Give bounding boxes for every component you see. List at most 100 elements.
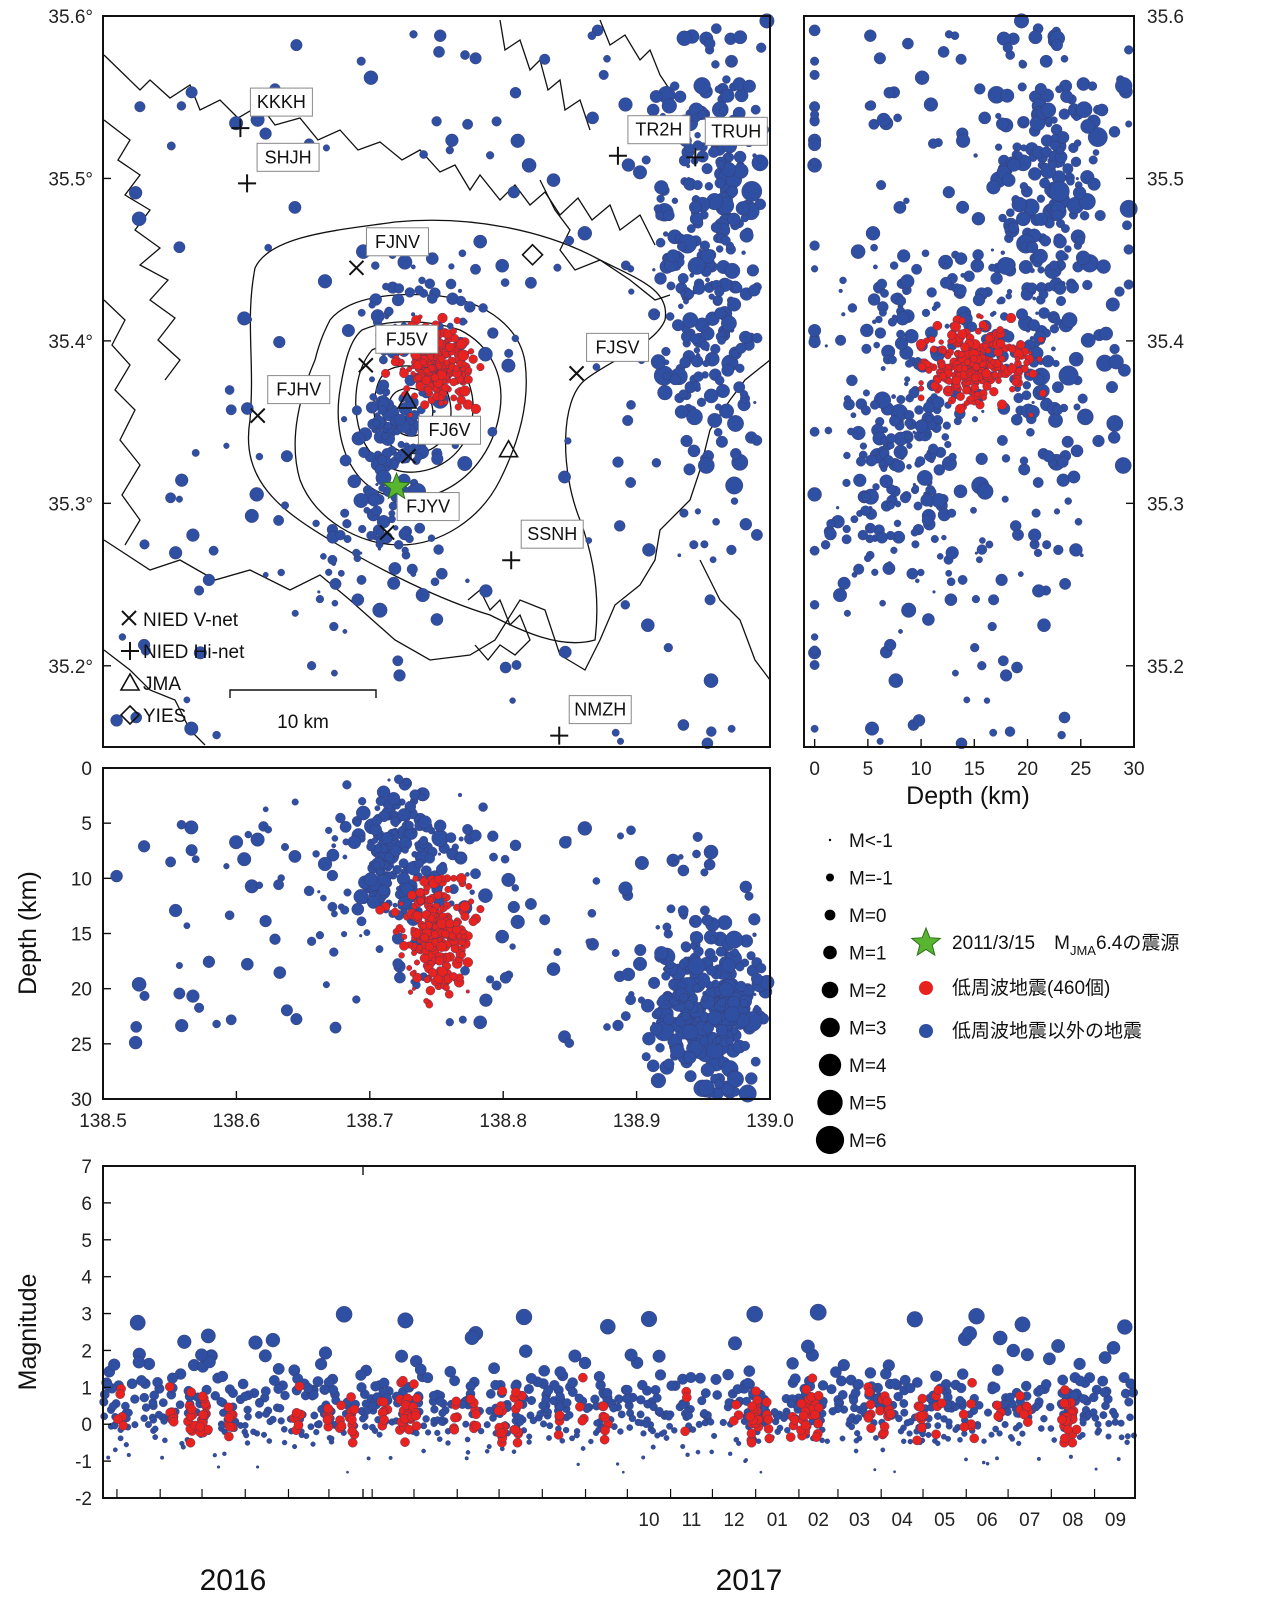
section-earthquake-dot (910, 528, 919, 537)
map-earthquake-dot (746, 264, 760, 277)
map-earthquake-dot (649, 90, 663, 103)
section-earthquake-dot (933, 301, 941, 309)
month-label: 09 (1105, 1510, 1126, 1531)
station-label: TR2H (635, 120, 682, 140)
mt-earthquake-dot (484, 1449, 490, 1454)
section-lfe-dot (972, 362, 981, 371)
section-lfe-dot (958, 317, 966, 325)
mt-earthquake-dot (744, 1458, 748, 1462)
station-label-box (256, 142, 320, 172)
map-earthquake-dot (727, 415, 744, 432)
section-earthquake-dot (920, 493, 934, 507)
cross-section-earthquake-dot (469, 829, 482, 842)
map-earthquake-dot (710, 343, 721, 355)
section-earthquake-dot (1014, 13, 1030, 29)
mt-earthquake-dot (1020, 1348, 1034, 1362)
section-earthquake-dot (1019, 456, 1029, 465)
map-earthquake-dot (706, 726, 717, 737)
mt-earthquake-dot (742, 1377, 754, 1389)
cross-section-earthquake-dot (603, 1023, 611, 1031)
cross-section-earthquake-dot (392, 958, 404, 969)
section-earthquake-dot (1068, 351, 1084, 367)
mt-earthquake-dot (934, 1422, 942, 1430)
section-earthquake-dot (1028, 528, 1042, 542)
map-earthquake-dot (735, 363, 745, 373)
mt-earthquake-dot (1014, 1316, 1031, 1333)
mt-earthquake-dot (243, 1405, 252, 1414)
map-earthquake-dot (641, 618, 655, 633)
cross-section-lfe-dot (406, 965, 413, 971)
station-label-box (586, 332, 650, 362)
mt-lfe-dot (993, 1411, 1004, 1422)
section-earthquake-dot (839, 276, 847, 285)
mt-earthquake-dot (370, 1381, 381, 1392)
map-earthquake-dot (202, 573, 216, 587)
mt-earthquake-dot (359, 1415, 367, 1423)
section-earthquake-dot (895, 295, 907, 307)
map-earthquake-dot (391, 293, 405, 307)
cross-section-lfe-dot (442, 984, 450, 992)
mt-earthquake-dot (1008, 1434, 1014, 1440)
cross-section-earthquake-dot (455, 852, 467, 863)
cross-section-earthquake-dot (495, 929, 510, 944)
section-lfe-dot (962, 386, 971, 395)
cross-section-lfe-dot (409, 970, 416, 977)
mt-earthquake-dot (856, 1435, 863, 1442)
mt-lfe-dot (465, 1394, 476, 1404)
mt-earthquake-dot (1045, 1402, 1055, 1412)
mt-earthquake-dot (538, 1365, 551, 1377)
cross-section-earthquake-dot (677, 905, 689, 917)
mt-earthquake-dot (652, 1349, 666, 1363)
mt-earthquake-dot (650, 1444, 656, 1450)
section-earthquake-dot (954, 252, 968, 265)
mt-lfe-dot (450, 1412, 460, 1423)
section-earthquake-dot (902, 37, 914, 50)
mt-earthquake-dot (1040, 1414, 1048, 1423)
map-lat-tick-label: 35.5° (48, 169, 93, 190)
section-earthquake-dot (989, 312, 995, 317)
cross-section-earthquake-dot (352, 995, 361, 1004)
map-earthquake-dot (704, 182, 714, 191)
mt-earthquake-dot (663, 1435, 670, 1441)
map-earthquake-dot (683, 463, 696, 476)
map-earthquake-dot (725, 476, 744, 495)
mt-earthquake-dot (241, 1422, 249, 1429)
magnitude-legend-label: M=3 (849, 1019, 887, 1040)
cross-section-earthquake-dot (138, 840, 151, 853)
section-earthquake-dot (808, 138, 822, 152)
section-earthquake-dot (1014, 151, 1023, 160)
map-earthquake-dot (686, 224, 696, 234)
mt-earthquake-dot (310, 1411, 319, 1420)
cross-section-earthquake-dot (322, 981, 330, 989)
mt-earthquake-dot (395, 1349, 409, 1363)
mt-earthquake-dot (906, 1430, 913, 1437)
map-earthquake-dot (622, 415, 634, 427)
map-earthquake-dot (712, 518, 720, 526)
section-earthquake-dot (901, 602, 917, 618)
map-earthquake-dot (727, 297, 742, 312)
section-earthquake-dot (841, 534, 852, 545)
section-earthquake-dot (948, 452, 957, 462)
section-earthquake-dot (1029, 267, 1035, 274)
section-earthquake-dot (883, 86, 895, 99)
section-earthquake-dot (889, 415, 901, 427)
map-earthquake-dot (657, 385, 673, 401)
map-earthquake-dot (711, 60, 720, 69)
mt-earthquake-dot (1006, 1343, 1020, 1358)
mt-earthquake-dot (216, 1465, 221, 1469)
map-earthquake-dot (393, 451, 401, 460)
map-earthquake-dot (273, 515, 284, 526)
map-earthquake-dot (559, 645, 572, 659)
section-earthquake-dot (989, 728, 998, 737)
cross-section-earthquake-dot (264, 825, 273, 834)
map-lfe-dot (449, 378, 458, 387)
section-earthquake-dot (970, 506, 977, 514)
section-earthquake-dot (914, 70, 930, 85)
map-earthquake-dot (711, 23, 722, 34)
cross-section-earthquake-dot (509, 839, 522, 852)
section-earthquake-dot (850, 515, 859, 524)
map-earthquake-dot (351, 593, 365, 607)
section-earthquake-dot (941, 534, 947, 541)
mt-lfe-dot (118, 1420, 128, 1431)
cross-section-earthquake-dot (721, 958, 737, 974)
